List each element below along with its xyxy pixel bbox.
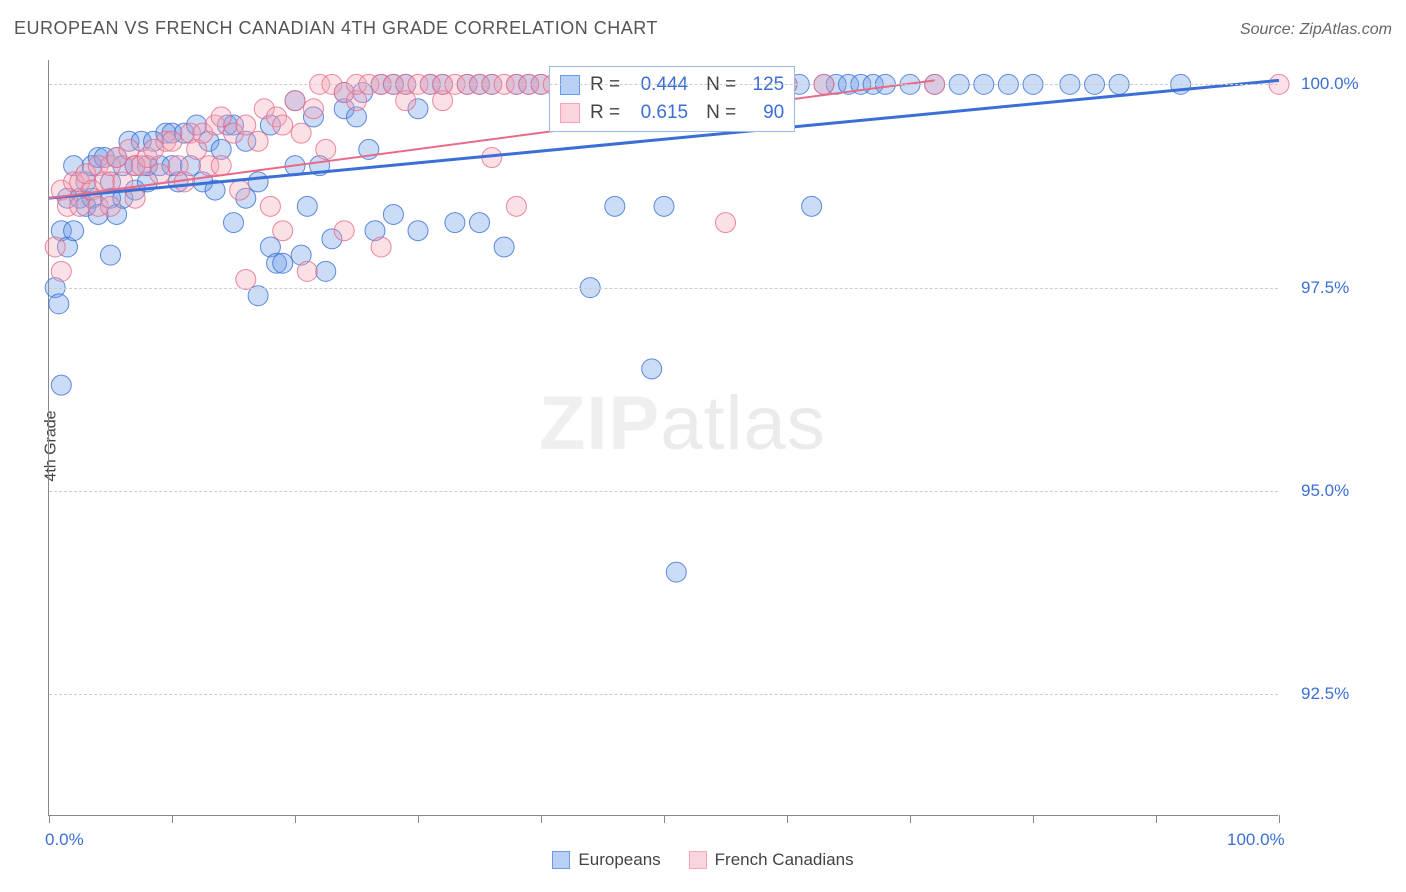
legend-swatch: [689, 851, 707, 869]
data-point: [654, 196, 674, 216]
data-point: [334, 221, 354, 241]
legend-label: French Canadians: [715, 850, 854, 870]
x-tick: [295, 815, 296, 823]
gridline: [49, 491, 1278, 492]
source-label: Source: ZipAtlas.com: [1240, 21, 1392, 39]
data-point: [506, 196, 526, 216]
data-point: [236, 115, 256, 135]
data-point: [150, 164, 170, 184]
data-point: [248, 172, 268, 192]
data-point: [211, 156, 231, 176]
data-point: [408, 221, 428, 241]
legend: Europeans French Canadians: [0, 850, 1406, 870]
data-point: [273, 253, 293, 273]
data-point: [211, 107, 231, 127]
x-tick-label: 100.0%: [1227, 830, 1285, 850]
data-point: [51, 375, 71, 395]
stats-r-label: R =: [590, 102, 620, 124]
x-tick: [1279, 815, 1280, 823]
legend-item: French Canadians: [689, 850, 854, 870]
legend-label: Europeans: [578, 850, 660, 870]
data-point: [383, 204, 403, 224]
chart-svg: [49, 60, 1278, 815]
x-tick: [787, 815, 788, 823]
stats-n-label: N =: [706, 102, 736, 124]
x-tick-label: 0.0%: [45, 830, 84, 850]
x-tick: [910, 815, 911, 823]
y-tick-label: 100.0%: [1301, 74, 1359, 94]
data-point: [297, 196, 317, 216]
y-tick-label: 92.5%: [1301, 684, 1349, 704]
data-point: [101, 245, 121, 265]
data-point: [248, 131, 268, 151]
data-point: [494, 237, 514, 257]
stats-r-value: 0.615: [630, 102, 688, 124]
data-point: [162, 131, 182, 151]
data-point: [273, 221, 293, 241]
data-point: [605, 196, 625, 216]
x-tick: [172, 815, 173, 823]
data-point: [666, 562, 686, 582]
data-point: [45, 237, 65, 257]
x-tick: [541, 815, 542, 823]
gridline: [49, 288, 1278, 289]
gridline: [49, 694, 1278, 695]
data-point: [51, 261, 71, 281]
legend-swatch: [552, 851, 570, 869]
plot-area: ZIPatlas R =0.444N =125R =0.615N =90 92.…: [48, 60, 1278, 816]
stats-n-value: 90: [746, 102, 784, 124]
data-point: [303, 99, 323, 119]
chart-title: EUROPEAN VS FRENCH CANADIAN 4TH GRADE CO…: [14, 18, 658, 39]
data-point: [316, 139, 336, 159]
data-point: [230, 180, 250, 200]
x-tick: [1033, 815, 1034, 823]
data-point: [642, 359, 662, 379]
data-point: [248, 286, 268, 306]
data-point: [285, 91, 305, 111]
data-point: [371, 237, 391, 257]
x-tick: [1156, 815, 1157, 823]
data-point: [70, 196, 90, 216]
data-point: [273, 115, 293, 135]
y-tick-label: 97.5%: [1301, 278, 1349, 298]
data-point: [49, 294, 69, 314]
data-point: [101, 196, 121, 216]
gridline: [49, 84, 1278, 85]
stats-box: R =0.444N =125R =0.615N =90: [549, 66, 795, 132]
data-point: [470, 213, 490, 233]
data-point: [64, 221, 84, 241]
data-point: [260, 196, 280, 216]
data-point: [716, 213, 736, 233]
data-point: [802, 196, 822, 216]
stats-swatch: [560, 103, 580, 123]
stats-row: R = 0.615 N = 90: [560, 99, 784, 127]
data-point: [445, 213, 465, 233]
data-point: [236, 269, 256, 289]
x-tick: [418, 815, 419, 823]
y-tick-label: 95.0%: [1301, 481, 1349, 501]
data-point: [297, 261, 317, 281]
legend-item: Europeans: [552, 850, 660, 870]
x-tick: [664, 815, 665, 823]
data-point: [316, 261, 336, 281]
data-point: [224, 213, 244, 233]
x-tick: [49, 815, 50, 823]
data-point: [291, 123, 311, 143]
